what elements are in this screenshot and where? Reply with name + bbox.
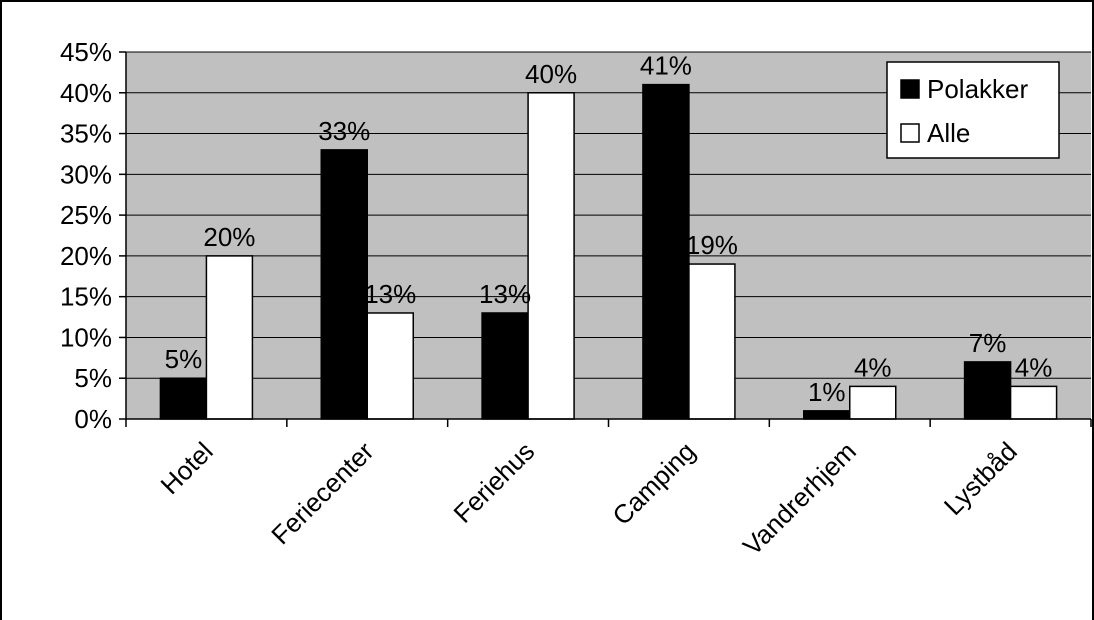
y-tick-label: 15% [60, 282, 112, 312]
y-tick-label: 25% [60, 200, 112, 230]
data-label: 20% [203, 222, 255, 252]
bar-alle-hotel [205, 255, 254, 420]
bar-alle-feriehus [527, 92, 575, 420]
bars [159, 83, 1058, 420]
bar-polakker-feriehus [481, 312, 529, 420]
y-tick-label: 30% [60, 159, 112, 189]
legend: Polakker Alle [886, 61, 1060, 159]
bar-alle-feriecenter [366, 312, 414, 420]
legend-swatch [900, 123, 920, 143]
y-tick-label: 40% [60, 78, 112, 108]
bar-alle-camping [688, 263, 736, 420]
y-tick-label: 0% [74, 404, 112, 434]
data-label: 5% [165, 344, 203, 374]
bar-polakker-hotel [159, 377, 208, 420]
data-label: 13% [364, 279, 416, 309]
data-label: 13% [479, 279, 531, 309]
data-label: 41% [640, 51, 692, 81]
data-label: 7% [969, 328, 1007, 358]
bar-alle-vandrerhjem [849, 385, 897, 420]
y-tick-label: 20% [60, 241, 112, 271]
bar-polakker-vandrerhjem [803, 410, 851, 420]
bar-polakker-lystbåd [963, 361, 1012, 420]
legend-label: Alle [927, 118, 970, 148]
legend-swatch [900, 79, 920, 99]
bar-polakker-feriecenter [320, 149, 368, 420]
y-tick-label: 5% [74, 363, 112, 393]
data-label: 4% [854, 352, 892, 382]
bar-polakker-camping [642, 83, 690, 420]
axes [119, 51, 1092, 427]
legend-label: Polakker [927, 74, 1028, 104]
data-label: 40% [525, 59, 577, 89]
y-tick-label: 45% [60, 37, 112, 67]
data-label: 33% [318, 116, 370, 146]
y-tick-label: 10% [60, 322, 112, 352]
data-label: 4% [1015, 352, 1053, 382]
bar-alle-lystbåd [1009, 385, 1058, 420]
data-label: 19% [686, 230, 738, 260]
data-label: 1% [808, 377, 846, 407]
y-tick-label: 35% [60, 119, 112, 149]
